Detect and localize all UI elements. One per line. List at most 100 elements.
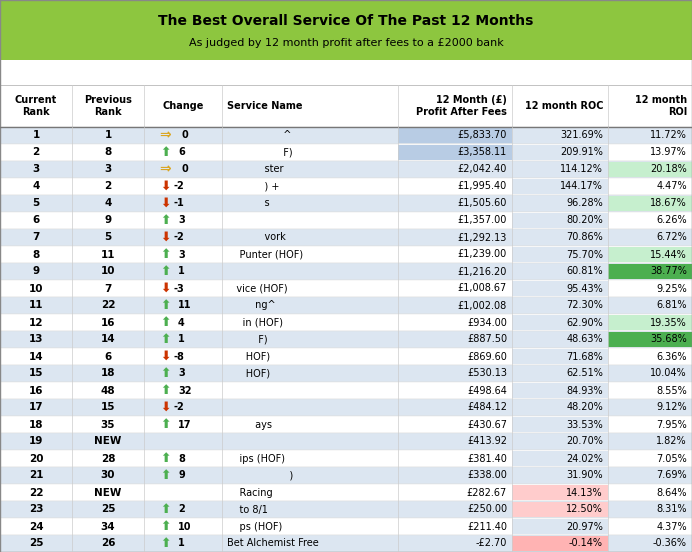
Bar xyxy=(0,263,692,280)
Text: £1,505.60: £1,505.60 xyxy=(457,199,507,209)
Text: £869.60: £869.60 xyxy=(467,352,507,362)
Text: 3: 3 xyxy=(178,215,185,226)
Bar xyxy=(0,484,692,501)
Bar xyxy=(608,196,692,211)
Text: 144.17%: 144.17% xyxy=(560,182,603,192)
Text: 32: 32 xyxy=(178,385,192,395)
Bar xyxy=(0,535,692,552)
Text: £430.67: £430.67 xyxy=(467,420,507,429)
Text: 16: 16 xyxy=(29,385,44,395)
Text: 16: 16 xyxy=(101,317,116,327)
Text: 22: 22 xyxy=(101,300,116,310)
Bar xyxy=(0,314,692,331)
Text: ⬆: ⬆ xyxy=(160,214,170,227)
Text: 1.82%: 1.82% xyxy=(657,437,687,447)
Text: 11: 11 xyxy=(178,300,192,310)
Text: 72.30%: 72.30% xyxy=(566,300,603,310)
Bar xyxy=(0,246,692,263)
Text: 11.72%: 11.72% xyxy=(650,130,687,141)
Text: -2: -2 xyxy=(173,182,184,192)
Text: -2: -2 xyxy=(173,402,184,412)
Text: 30: 30 xyxy=(101,470,116,480)
Text: 70.86%: 70.86% xyxy=(566,232,603,242)
Text: Current
Rank: Current Rank xyxy=(15,95,57,117)
Text: £498.64: £498.64 xyxy=(467,385,507,395)
Bar xyxy=(398,196,512,211)
Text: 12.50%: 12.50% xyxy=(566,505,603,514)
Text: 20: 20 xyxy=(29,454,44,464)
Bar xyxy=(512,281,608,296)
Bar xyxy=(398,315,512,330)
Text: 6: 6 xyxy=(178,147,185,157)
Text: 15: 15 xyxy=(29,369,44,379)
Text: 62.90%: 62.90% xyxy=(566,317,603,327)
Text: ⬆: ⬆ xyxy=(160,418,170,431)
Text: £1,292.13: £1,292.13 xyxy=(457,232,507,242)
Text: 4: 4 xyxy=(104,199,111,209)
Text: 80.20%: 80.20% xyxy=(566,215,603,226)
Bar xyxy=(398,434,512,449)
Text: ⇒: ⇒ xyxy=(159,162,171,177)
Text: 2: 2 xyxy=(178,505,185,514)
Text: £413.92: £413.92 xyxy=(467,437,507,447)
Bar xyxy=(512,519,608,534)
Text: ⬆: ⬆ xyxy=(160,469,170,482)
Text: 12 Month (£)
Profit After Fees: 12 Month (£) Profit After Fees xyxy=(416,95,507,117)
Text: ⬇: ⬇ xyxy=(160,401,170,414)
Text: 4.37%: 4.37% xyxy=(657,522,687,532)
Text: 6.72%: 6.72% xyxy=(656,232,687,242)
Text: 1: 1 xyxy=(33,130,39,141)
Text: 7.69%: 7.69% xyxy=(657,470,687,480)
Text: 10: 10 xyxy=(29,284,44,294)
Text: ⬆: ⬆ xyxy=(160,503,170,516)
Text: ps (HOF): ps (HOF) xyxy=(227,522,282,532)
Bar xyxy=(398,485,512,500)
Text: 20.97%: 20.97% xyxy=(566,522,603,532)
Text: 8.64%: 8.64% xyxy=(657,487,687,497)
Bar xyxy=(398,417,512,432)
Bar xyxy=(512,502,608,517)
Text: £1,002.08: £1,002.08 xyxy=(457,300,507,310)
Text: ays: ays xyxy=(227,420,272,429)
Text: ⬆: ⬆ xyxy=(160,248,170,261)
Bar xyxy=(398,519,512,534)
Text: 3: 3 xyxy=(33,164,39,174)
Text: 19: 19 xyxy=(29,437,43,447)
Text: 6: 6 xyxy=(104,352,111,362)
Text: £934.00: £934.00 xyxy=(467,317,507,327)
Text: The Best Overall Service Of The Past 12 Months: The Best Overall Service Of The Past 12 … xyxy=(158,14,534,28)
Text: 114.12%: 114.12% xyxy=(560,164,603,174)
Bar xyxy=(398,468,512,483)
Text: -2: -2 xyxy=(173,232,184,242)
Bar xyxy=(512,145,608,160)
Text: £1,216.20: £1,216.20 xyxy=(457,267,507,277)
Text: ips (HOF): ips (HOF) xyxy=(227,454,285,464)
Text: ⬆: ⬆ xyxy=(160,520,170,533)
Bar xyxy=(512,213,608,228)
Bar xyxy=(0,195,692,212)
Text: HOF): HOF) xyxy=(227,352,270,362)
Bar xyxy=(0,178,692,195)
Text: £250.00: £250.00 xyxy=(467,505,507,514)
Text: 321.69%: 321.69% xyxy=(560,130,603,141)
Text: 13.97%: 13.97% xyxy=(650,147,687,157)
Bar xyxy=(0,85,692,127)
Text: 14.13%: 14.13% xyxy=(566,487,603,497)
Bar xyxy=(0,433,692,450)
Text: 22: 22 xyxy=(29,487,44,497)
Bar xyxy=(398,247,512,262)
Text: 25: 25 xyxy=(101,505,116,514)
Text: 34: 34 xyxy=(101,522,116,532)
Bar xyxy=(0,518,692,535)
Text: NEW: NEW xyxy=(94,437,122,447)
Text: ⬆: ⬆ xyxy=(160,537,170,550)
Text: 20.18%: 20.18% xyxy=(650,164,687,174)
Text: ⇒: ⇒ xyxy=(159,129,171,142)
Text: £1,008.67: £1,008.67 xyxy=(457,284,507,294)
Bar xyxy=(608,315,692,330)
Text: 8.55%: 8.55% xyxy=(656,385,687,395)
Text: ^: ^ xyxy=(227,130,291,141)
Text: 4.47%: 4.47% xyxy=(657,182,687,192)
Text: NEW: NEW xyxy=(94,487,122,497)
Text: £3,358.11: £3,358.11 xyxy=(457,147,507,157)
